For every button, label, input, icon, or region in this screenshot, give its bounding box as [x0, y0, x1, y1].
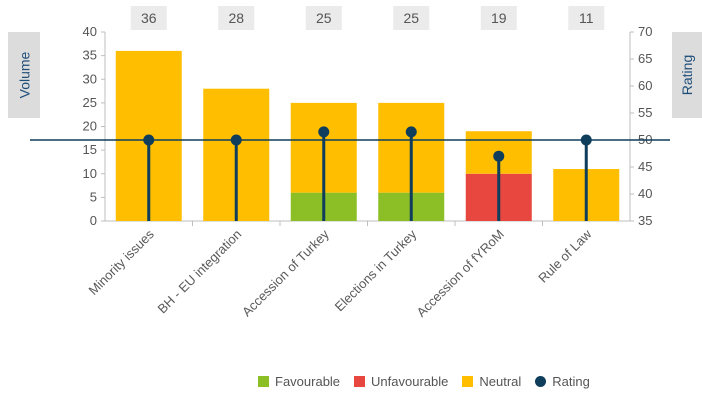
total-label: 25: [316, 10, 332, 26]
legend-item-unfavourable: Unfavourable: [354, 374, 448, 389]
total-label: 25: [403, 10, 419, 26]
total-label-box: [305, 6, 342, 30]
category-label: BH - EU integration: [155, 227, 245, 317]
legend-label-rating: Rating: [552, 374, 590, 389]
category-label: Accession of fYRoM: [414, 227, 507, 320]
legend-label-unfavourable: Unfavourable: [371, 374, 449, 389]
y-tick-label: 15: [83, 142, 97, 157]
rating-point: [493, 150, 505, 162]
y2-tick-label: 45: [638, 159, 652, 174]
rating-point: [230, 134, 242, 146]
y2-tick-label: 40: [638, 186, 652, 201]
total-label-box: [218, 6, 255, 30]
category-label: Rule of Law: [535, 226, 595, 286]
y2-tick-label: 35: [638, 213, 652, 228]
legend: Favourable Unfavourable Neutral Rating: [258, 374, 604, 389]
rating-point: [580, 134, 592, 146]
y-tick-label: 40: [83, 24, 97, 39]
y-tick-label: 30: [83, 71, 97, 86]
y-tick-label: 25: [83, 95, 97, 110]
total-label: 19: [491, 10, 507, 26]
legend-item-neutral: Neutral: [462, 374, 521, 389]
total-label-box: [568, 6, 605, 30]
legend-swatch-neutral: [462, 376, 474, 387]
total-label: 36: [141, 10, 157, 26]
total-label: 28: [228, 10, 244, 26]
y2-tick-label: 60: [638, 78, 652, 93]
legend-item-rating: Rating: [535, 374, 590, 389]
legend-swatch-favourable: [258, 376, 269, 387]
y-tick-label: 20: [83, 119, 97, 134]
total-label-box: [393, 6, 430, 30]
y2-tick-label: 70: [638, 24, 652, 39]
legend-dot-rating: [535, 376, 547, 387]
y2-axis-label-box: Rating: [672, 32, 702, 118]
legend-swatch-unfavourable: [354, 376, 366, 387]
category-label: Accession of Turkey: [239, 226, 332, 319]
y2-tick-label: 65: [638, 51, 652, 66]
plot-area: 0510152025303540354045505560657036Minori…: [30, 6, 670, 320]
legend-label-favourable: Favourable: [275, 374, 341, 389]
total-label-box: [480, 6, 517, 30]
y-tick-label: 0: [90, 213, 97, 228]
y-tick-label: 10: [83, 166, 97, 181]
category-label: Elections in Turkey: [332, 226, 420, 314]
rating-point: [318, 126, 330, 138]
rating-point: [405, 126, 417, 138]
legend-item-favourable: Favourable: [258, 374, 340, 389]
y-axis-label-box: Volume: [8, 32, 40, 118]
legend-label-neutral: Neutral: [479, 374, 522, 389]
y2-tick-label: 55: [638, 105, 652, 120]
total-label: 11: [579, 10, 594, 26]
total-label-box: [130, 6, 167, 30]
y-tick-label: 35: [83, 48, 97, 63]
y-tick-label: 5: [90, 189, 97, 204]
category-label: Minority issues: [85, 226, 157, 298]
rating-point: [143, 134, 155, 146]
